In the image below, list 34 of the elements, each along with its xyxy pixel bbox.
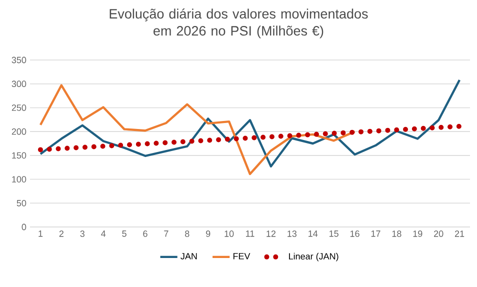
x-tick-label: 4 <box>101 230 106 237</box>
x-tick-label: 15 <box>329 230 338 237</box>
legend-label: JAN <box>180 253 197 260</box>
x-tick-label: 18 <box>392 230 402 237</box>
x-tick-label: 1 <box>38 230 43 237</box>
legend-label: FEV <box>233 253 250 260</box>
x-tick-label: 14 <box>308 230 318 237</box>
chart-title: Evolução diária dos valores movimentados em 2026 no PSI (Milhões €) <box>110 8 368 38</box>
x-tick-label: 21 <box>454 230 464 237</box>
x-tick-label: 13 <box>288 230 297 237</box>
y-tick-label: 100 <box>12 176 26 182</box>
y-tick-label: 0 <box>22 224 26 230</box>
x-tick-label: 19 <box>413 230 422 237</box>
x-tick-label: 6 <box>143 230 148 237</box>
x-tick-label: 9 <box>206 230 210 237</box>
x-tick-label: 7 <box>164 230 168 237</box>
y-tick-label: 300 <box>12 80 26 88</box>
y-tick-label: 150 <box>12 152 26 159</box>
y-tick-label: 50 <box>16 200 26 206</box>
legend-label: Linear (JAN) <box>289 252 338 262</box>
x-tick-label: 10 <box>224 230 234 237</box>
x-tick-label: 8 <box>185 230 190 237</box>
y-tick-label: 200 <box>12 128 26 135</box>
x-tick-label: 20 <box>434 230 444 237</box>
x-tick-label: 16 <box>350 230 360 237</box>
x-tick-label: 12 <box>266 230 276 237</box>
y-tick-label: 350 <box>12 56 26 64</box>
y-tick-label: 250 <box>12 104 26 111</box>
x-tick-label: 5 <box>122 230 126 237</box>
line-series <box>39 84 356 176</box>
x-tick-label: 17 <box>371 230 380 237</box>
x-tick-label: 11 <box>246 230 254 237</box>
x-tick-label: 2 <box>59 230 64 237</box>
x-tick-label: 3 <box>80 230 84 237</box>
